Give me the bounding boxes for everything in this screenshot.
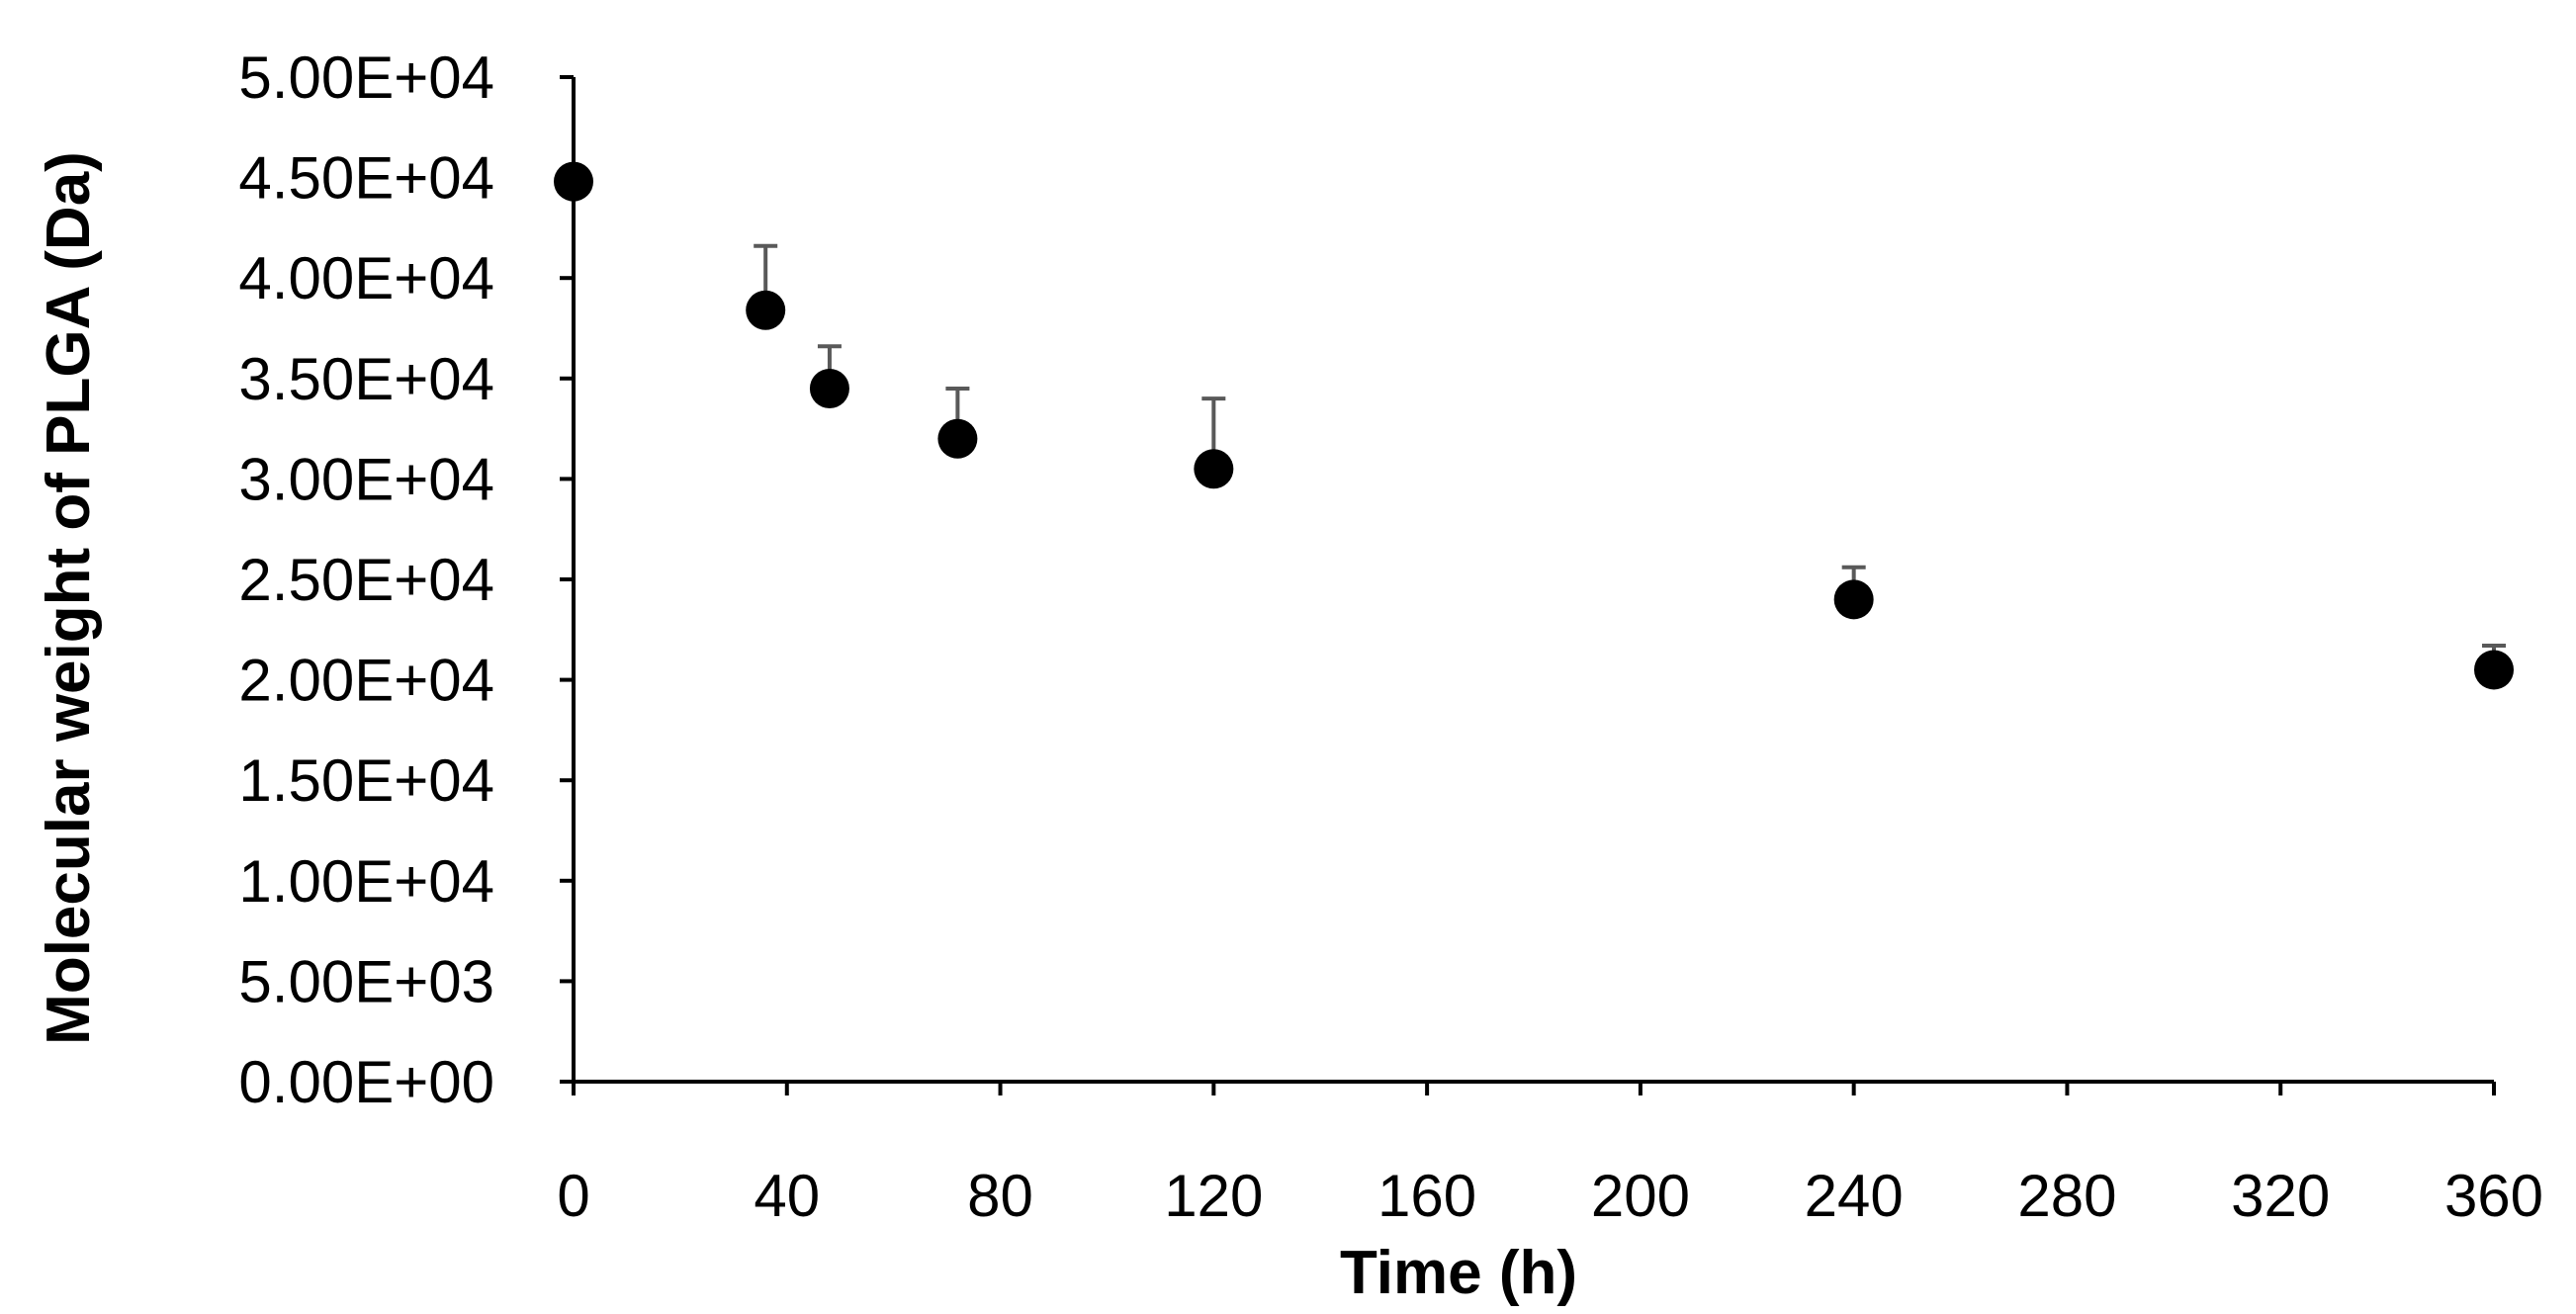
y-tick-label: 0.00E+00 [238, 1049, 494, 1115]
axes [572, 77, 2494, 1084]
y-tick-label: 3.00E+04 [238, 446, 494, 512]
x-tick-label: 240 [1805, 1163, 1904, 1229]
y-tick-label: 2.00E+04 [238, 648, 494, 714]
y-axis-title: Molecular weight of PLGA (Da) [35, 151, 103, 1045]
data-point [1833, 579, 1874, 620]
y-tick-label: 1.50E+04 [238, 747, 494, 814]
x-tick-label: 160 [1377, 1163, 1476, 1229]
data-point [1194, 449, 1234, 489]
data-point [554, 161, 593, 202]
data-point [746, 290, 786, 330]
x-tick-label: 360 [2444, 1163, 2543, 1229]
x-ticks: 0 40 80 120 160 200 240 280 320 360 [557, 1082, 2543, 1229]
y-tick-label: 3.50E+04 [238, 346, 494, 412]
x-tick-label: 120 [1164, 1163, 1263, 1229]
x-axis-title: Time (h) [1340, 1239, 1577, 1307]
y-tick-label: 1.00E+04 [238, 848, 494, 915]
x-tick-label: 280 [2017, 1163, 2116, 1229]
data-point [937, 418, 978, 459]
x-tick-label: 200 [1591, 1163, 1690, 1229]
y-tick-label: 5.00E+03 [238, 948, 494, 1014]
x-tick-label: 320 [2231, 1163, 2330, 1229]
error-bars [754, 243, 2506, 670]
y-tick-label: 5.00E+04 [238, 44, 494, 111]
y-ticks: 0.00E+00 5.00E+03 1.00E+04 1.50E+04 2.00E+04… [238, 44, 574, 1115]
data-points [554, 161, 2514, 690]
y-tick-label: 2.50E+04 [238, 547, 494, 613]
x-tick-label: 40 [754, 1163, 820, 1229]
data-point [2474, 650, 2514, 690]
data-point [809, 368, 849, 408]
x-tick-label: 0 [557, 1163, 589, 1229]
y-tick-label: 4.50E+04 [238, 145, 494, 212]
x-tick-label: 80 [967, 1163, 1033, 1229]
y-tick-label: 4.00E+04 [238, 245, 494, 311]
